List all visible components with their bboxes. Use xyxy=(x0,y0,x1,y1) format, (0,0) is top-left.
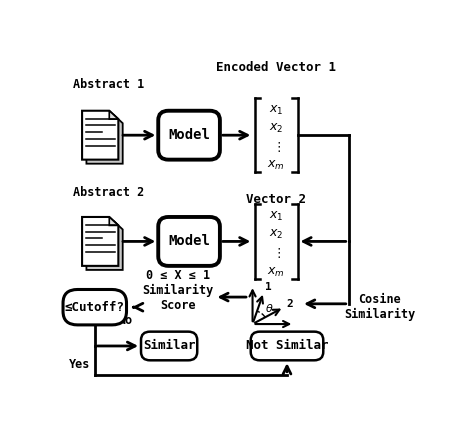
Text: $x_1$: $x_1$ xyxy=(269,210,283,223)
Text: $\vdots$: $\vdots$ xyxy=(272,247,280,261)
FancyBboxPatch shape xyxy=(141,332,197,360)
Text: Model: Model xyxy=(168,128,210,142)
Text: Vector 2: Vector 2 xyxy=(246,193,306,205)
Text: $\vdots$: $\vdots$ xyxy=(272,140,280,154)
Text: Model: Model xyxy=(168,234,210,248)
Text: $x_m$: $x_m$ xyxy=(267,265,285,279)
Text: $x_1$: $x_1$ xyxy=(269,104,283,117)
Polygon shape xyxy=(87,115,123,164)
Text: No: No xyxy=(118,314,132,328)
Text: 2: 2 xyxy=(286,299,293,309)
Text: Abstract 1: Abstract 1 xyxy=(73,78,144,92)
Polygon shape xyxy=(82,217,118,266)
FancyBboxPatch shape xyxy=(158,111,220,159)
Text: Not Similar: Not Similar xyxy=(246,339,328,353)
Text: Abstract 2: Abstract 2 xyxy=(73,186,144,199)
Text: Cosine
Similarity: Cosine Similarity xyxy=(344,293,415,321)
Text: $\theta$: $\theta$ xyxy=(265,302,273,314)
Text: 1: 1 xyxy=(265,283,271,292)
Text: ≤Cutoff?: ≤Cutoff? xyxy=(65,301,125,314)
Text: Encoded Vector 1: Encoded Vector 1 xyxy=(216,61,336,74)
Polygon shape xyxy=(110,111,118,119)
Polygon shape xyxy=(87,221,123,270)
Polygon shape xyxy=(82,111,118,159)
FancyBboxPatch shape xyxy=(63,290,126,325)
Text: Similar: Similar xyxy=(143,339,195,353)
FancyBboxPatch shape xyxy=(251,332,323,360)
Text: 0 ≤ X ≤ 1
Similarity
Score: 0 ≤ X ≤ 1 Similarity Score xyxy=(143,269,214,312)
Polygon shape xyxy=(110,217,118,226)
Text: $x_2$: $x_2$ xyxy=(269,228,283,241)
Text: $x_2$: $x_2$ xyxy=(269,122,283,135)
FancyBboxPatch shape xyxy=(158,217,220,266)
Text: Yes: Yes xyxy=(69,358,91,371)
Text: $x_m$: $x_m$ xyxy=(267,159,285,172)
